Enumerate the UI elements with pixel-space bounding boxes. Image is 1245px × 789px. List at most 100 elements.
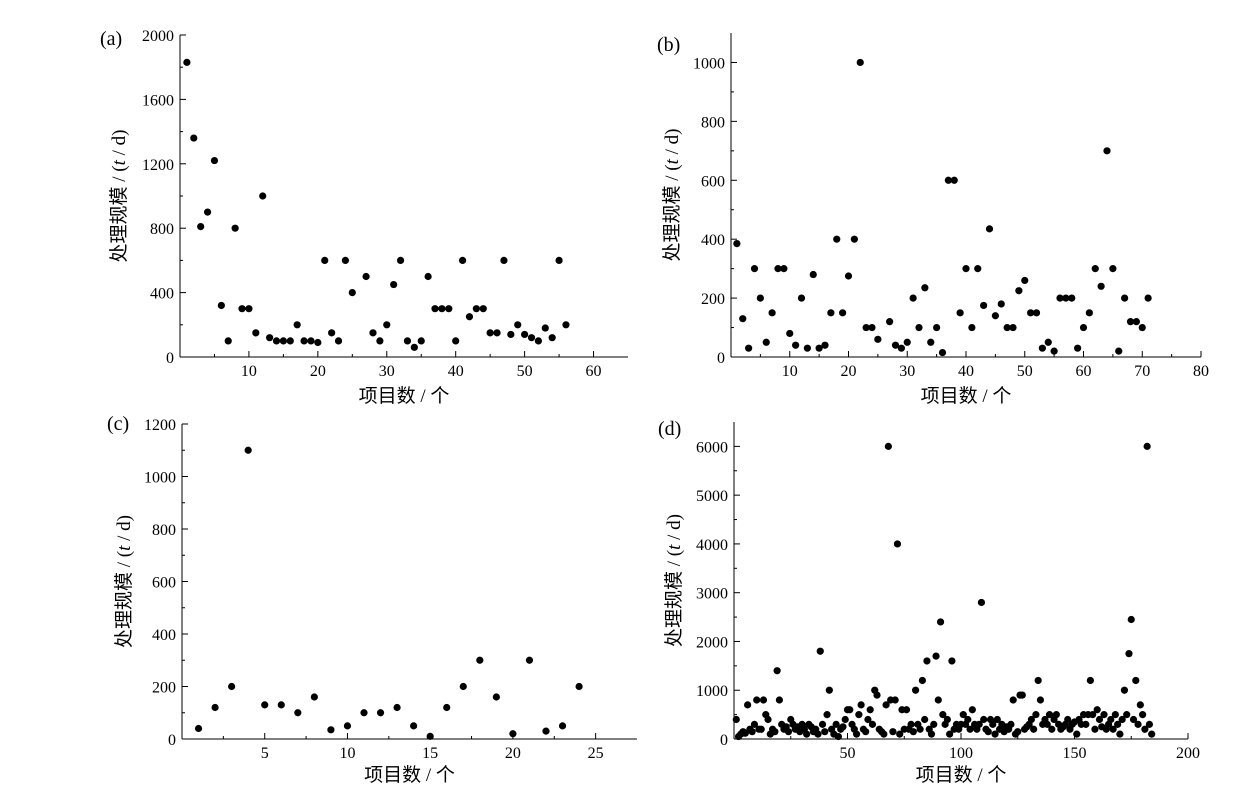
data-point <box>850 235 858 243</box>
data-point <box>272 337 281 345</box>
x-tick-label: 20 <box>505 745 521 762</box>
data-point <box>930 720 938 728</box>
y-tick-label: 400 <box>701 232 725 249</box>
y-axis-label-prefix: 处理规模 / ( <box>108 165 130 262</box>
data-point <box>927 730 936 738</box>
data-point <box>314 338 322 347</box>
data-point <box>762 338 770 346</box>
x-tick-label: 50 <box>840 745 856 762</box>
data-point <box>307 337 315 345</box>
data-point <box>1032 309 1041 317</box>
data-point <box>1034 676 1042 685</box>
y-tick-label: 600 <box>152 575 176 592</box>
data-point <box>445 305 453 313</box>
data-point <box>927 338 935 346</box>
data-point <box>891 696 899 704</box>
y-tick-label: 1000 <box>693 55 725 72</box>
y-tick-label: 0 <box>720 732 728 749</box>
data-point <box>748 728 756 736</box>
data-point <box>1132 676 1140 685</box>
data-point <box>1052 711 1060 719</box>
data-point <box>279 337 287 345</box>
x-tick-label: 30 <box>899 363 915 380</box>
data-point <box>1107 715 1115 724</box>
data-point <box>1018 691 1026 699</box>
y-axis-label: 处理规模 / (t / d) <box>661 129 683 262</box>
data-point <box>194 724 203 733</box>
x-tick-label: 10 <box>339 745 355 762</box>
data-point <box>975 720 983 728</box>
data-point <box>862 323 870 332</box>
data-point <box>923 657 931 665</box>
data-point <box>541 324 549 332</box>
data-point <box>980 301 988 310</box>
data-point <box>383 321 391 329</box>
data-point <box>825 686 833 694</box>
data-point <box>857 701 865 709</box>
data-point <box>985 225 994 233</box>
data-point <box>231 224 239 232</box>
x-tick-label: 150 <box>1063 745 1087 762</box>
y-tick-label: 0 <box>166 350 174 367</box>
data-point <box>874 335 882 343</box>
data-point <box>252 329 260 337</box>
data-point <box>1032 711 1040 719</box>
data-point <box>991 312 999 320</box>
data-point <box>548 334 556 342</box>
data-point <box>739 315 747 323</box>
data-point <box>844 272 853 280</box>
x-axis-label: 项目数 / 个 <box>916 764 1007 786</box>
data-point <box>821 341 829 349</box>
data-point <box>934 696 942 704</box>
y-axis-label: 处理规模 / (t / d) <box>663 514 685 647</box>
data-point <box>431 305 439 313</box>
data-point <box>328 329 336 337</box>
data-point <box>1009 696 1017 704</box>
x-tick-label: 60 <box>586 363 602 380</box>
data-point <box>426 732 434 740</box>
y-tick-label: 400 <box>150 286 174 303</box>
data-point <box>1145 720 1154 728</box>
y-axis-label-prefix: 处理规模 / ( <box>663 550 685 647</box>
data-point <box>1093 706 1101 714</box>
y-tick-label: 4000 <box>696 537 728 554</box>
data-point <box>946 730 954 738</box>
y-tick-label: 800 <box>152 522 176 539</box>
data-point <box>1027 309 1035 317</box>
data-point <box>465 313 474 321</box>
data-point <box>786 329 794 338</box>
data-point <box>932 652 940 660</box>
data-point <box>862 728 870 736</box>
data-point <box>921 715 929 724</box>
data-point <box>1123 711 1131 719</box>
y-axis-label-suffix: / d) <box>664 514 685 545</box>
x-tick-label: 10 <box>241 363 257 380</box>
data-point <box>756 294 764 302</box>
data-point <box>916 725 924 733</box>
data-point <box>884 442 892 450</box>
data-point <box>968 706 976 714</box>
data-point <box>1136 701 1144 709</box>
data-point <box>1118 715 1126 724</box>
data-point <box>203 208 212 216</box>
data-point <box>555 256 563 264</box>
x-tick-label: 50 <box>517 363 533 380</box>
data-point <box>834 732 843 741</box>
data-point <box>980 715 988 724</box>
data-point <box>341 256 350 264</box>
data-point <box>889 728 897 736</box>
data-point <box>774 265 782 273</box>
data-point <box>833 235 841 243</box>
x-tick-label: 20 <box>310 363 326 380</box>
data-point <box>821 728 829 736</box>
data-point <box>891 341 900 349</box>
y-axis-label: 处理规模 / (t / d) <box>108 130 130 263</box>
y-tick-label: 2000 <box>142 28 174 45</box>
data-point <box>882 701 890 709</box>
y-axis-label-suffix: / d) <box>114 515 135 546</box>
data-point <box>1115 347 1123 355</box>
data-point <box>1139 711 1147 719</box>
data-point <box>217 301 225 310</box>
data-point <box>1086 676 1094 685</box>
